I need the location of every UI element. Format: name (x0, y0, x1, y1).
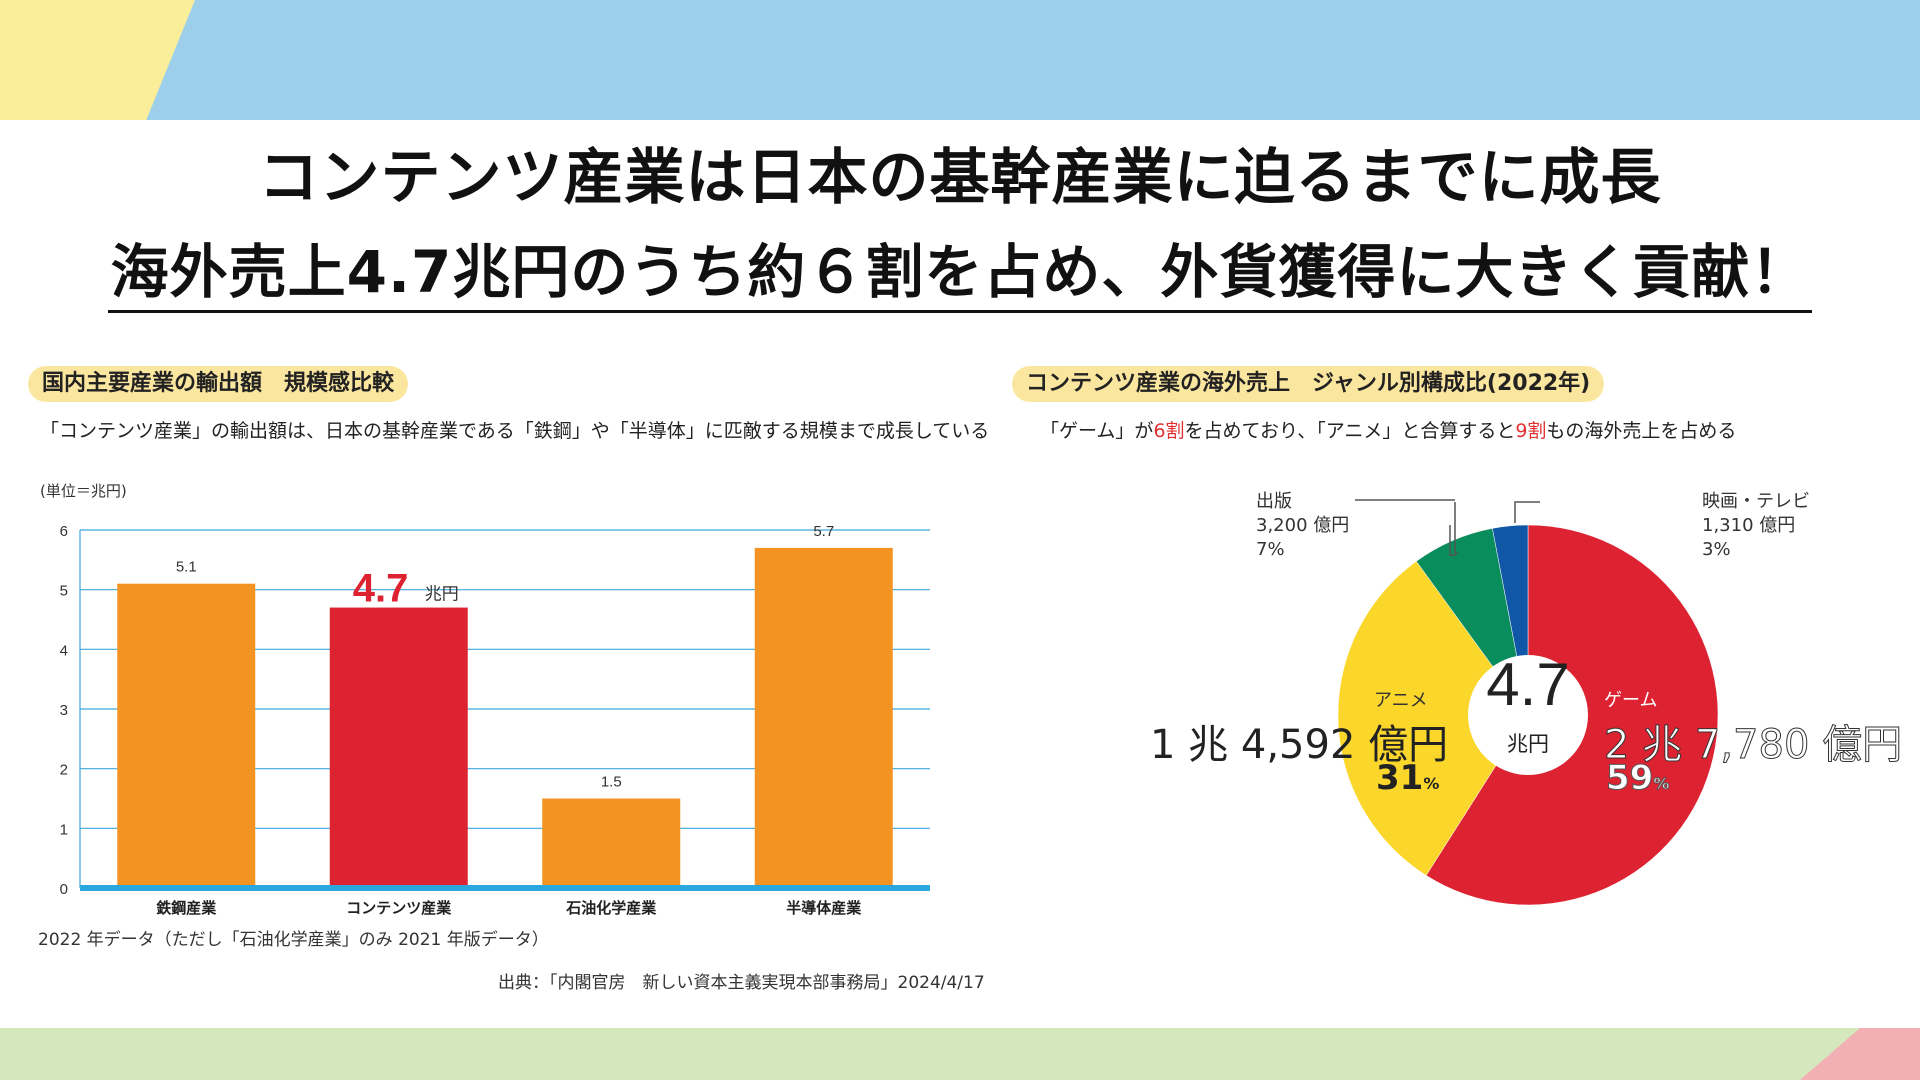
bar-value-label: 5.1 (176, 559, 197, 576)
pie-chart-label: コンテンツ産業の海外売上 ジャンル別構成比(2022年) (1012, 366, 1605, 402)
source-note: 出典：「内閣官房 新しい資本主義実現本部事務局」2024/4/17 (498, 973, 985, 993)
bar-chart-description: 「コンテンツ産業」の輸出額は、日本の基幹産業である「鉄鋼」や「半導体」に匹敵する… (40, 420, 990, 442)
slice-percent-game: 59% (1605, 758, 1670, 799)
top-band (0, 0, 1920, 120)
bar-chart-unit: (単位＝兆円) (40, 482, 127, 500)
y-tick-label: 0 (60, 881, 68, 898)
bar-chart-bars (117, 547, 893, 885)
page-subtitle: 海外売上4.7兆円のうち約６割を占め、外貨獲得に大きく貢献！ (108, 236, 1812, 313)
bar-chart-labels: 0 1 2 3 4 5 6 5.1 鉄鋼産業 コンテンツ産業 1.5 石油化学産業 5.7 半導体産業 (60, 523, 863, 917)
bar (329, 607, 468, 885)
slice-label-anime: アニメ (1374, 690, 1428, 711)
highlight-unit: 兆円 (425, 585, 459, 605)
x-tick-label: 半導体産業 (786, 899, 862, 917)
page-title: コンテンツ産業は日本の基幹産業に迫るまでに成長 (258, 143, 1662, 213)
bar-value-label: 1.5 (601, 774, 622, 791)
bar-value-label: 5.7 (813, 523, 834, 540)
slice-label-game: ゲーム (1604, 690, 1658, 711)
y-tick-label: 3 (60, 702, 68, 719)
bottom-band (0, 1028, 1920, 1080)
y-tick-label: 2 (60, 762, 68, 779)
bar (117, 583, 256, 885)
y-tick-label: 6 (60, 523, 68, 540)
slice-percent-anime: 31% (1376, 758, 1440, 798)
data-note: 2022 年データ（ただし「石油化学産業」のみ 2021 年版データ） (38, 930, 549, 950)
slice-label-publishing: 出版 3,200 億円 7% (1256, 491, 1350, 560)
pie-chart-description: 「ゲーム」が6割を占めており、「アニメ」と合算すると9割もの海外売上を占める (1040, 420, 1737, 442)
bar-chart: 0 1 2 3 4 5 6 5.1 鉄鋼産業 コンテンツ産業 1.5 石油化学産業 5.7 半導体産業 4… (60, 523, 930, 917)
slice-amount-game: 2 兆 7,780 億円 (1603, 722, 1903, 769)
pie-chart (1337, 499, 1719, 906)
slice-label-film-tv: 映画・テレビ 1,310 億円 3% (1702, 491, 1810, 560)
x-tick-label: コンテンツ産業 (346, 899, 452, 917)
x-tick-label: 鉄鋼産業 (156, 899, 217, 917)
pie-slice (1337, 560, 1529, 876)
highlight-value: 4.7 (353, 567, 409, 611)
y-tick-label: 5 (60, 583, 68, 600)
y-tick-label: 1 (60, 821, 68, 838)
bar (754, 547, 893, 885)
y-tick-label: 4 (60, 642, 68, 659)
slice-amount-anime: 1 兆 4,592 億円 (1150, 722, 1449, 768)
pie-center-unit: 兆円 (1507, 732, 1549, 756)
pie-center-value: 4.7 (1486, 651, 1570, 718)
x-tick-label: 石油化学産業 (565, 899, 657, 917)
leader-line-film-tv (1514, 501, 1540, 523)
bar (542, 798, 681, 885)
leader-line-publishing (1454, 502, 1458, 554)
bar-chart-label: 国内主要産業の輸出額 規模感比較 (28, 366, 409, 402)
pie-center-hole (1468, 655, 1588, 775)
